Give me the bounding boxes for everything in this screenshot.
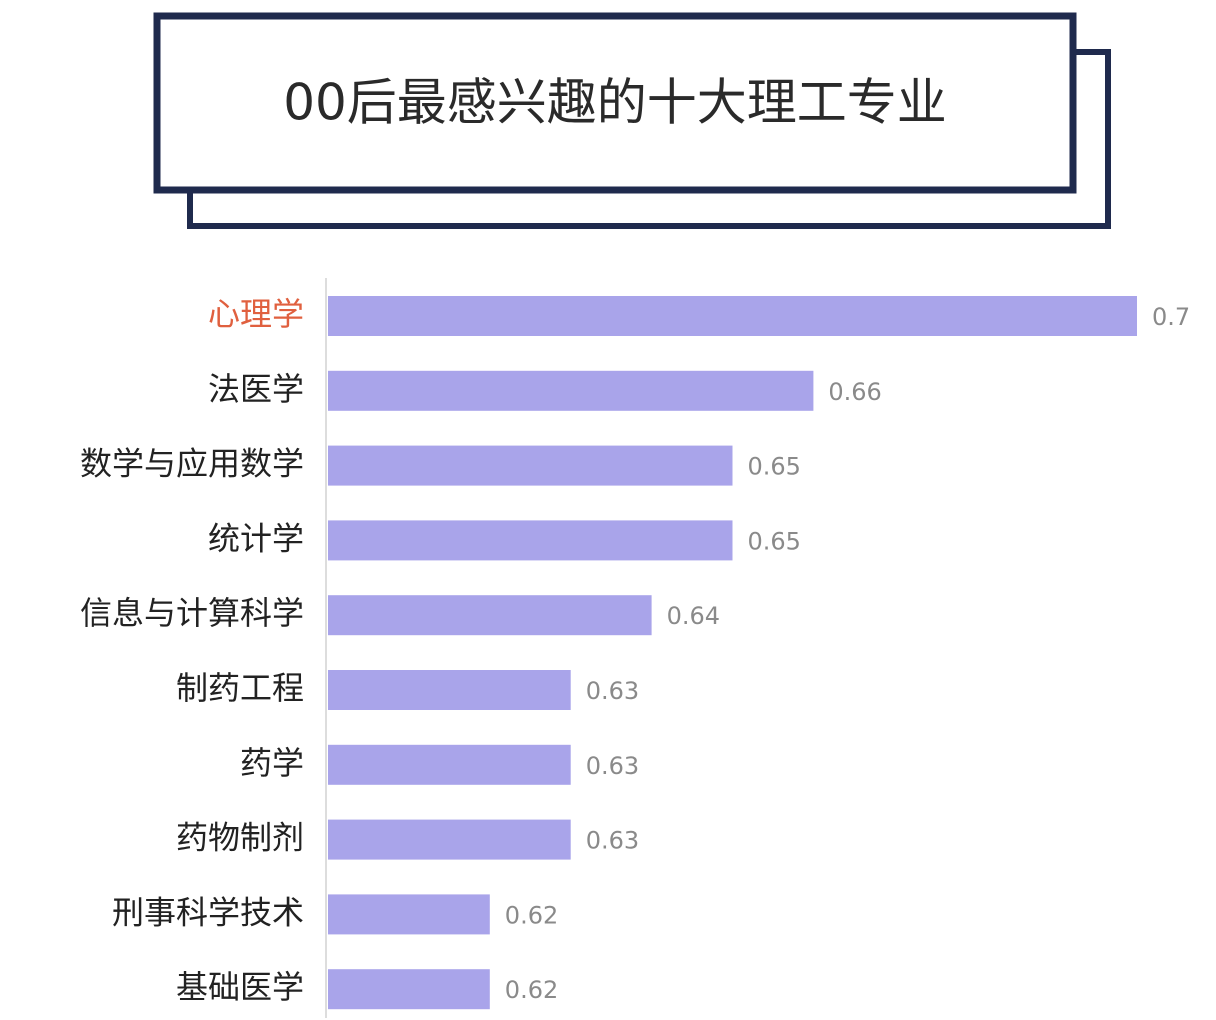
bar xyxy=(328,445,733,486)
value-label: 0.7 xyxy=(1152,303,1190,331)
chart-title: 00后最感兴趣的十大理工专业 xyxy=(283,74,947,132)
bar xyxy=(328,744,571,785)
value-label: 0.63 xyxy=(586,677,639,705)
value-label: 0.65 xyxy=(748,453,801,481)
category-label: 药学 xyxy=(240,744,304,782)
bar xyxy=(328,969,490,1010)
bar xyxy=(328,595,652,636)
value-label: 0.62 xyxy=(505,901,558,929)
value-label: 0.62 xyxy=(505,976,558,1004)
category-label: 刑事科学技术 xyxy=(112,893,304,931)
bar xyxy=(328,894,490,935)
category-label: 信息与计算科学 xyxy=(80,594,304,632)
value-label: 0.65 xyxy=(748,527,801,555)
category-label: 药物制剂 xyxy=(176,819,304,857)
title-frame xyxy=(153,12,1077,194)
value-label: 0.63 xyxy=(586,752,639,780)
bar xyxy=(328,520,733,561)
value-label: 0.64 xyxy=(667,602,720,630)
bar xyxy=(328,370,814,411)
bar xyxy=(328,819,571,860)
category-label: 法医学 xyxy=(208,370,304,408)
bar xyxy=(328,670,571,710)
value-label: 0.63 xyxy=(586,827,639,855)
value-label: 0.66 xyxy=(828,378,881,406)
bar xyxy=(328,296,1137,336)
category-label: 统计学 xyxy=(208,519,304,557)
category-label: 基础医学 xyxy=(176,968,304,1006)
category-label: 制药工程 xyxy=(176,669,304,707)
category-label: 数学与应用数学 xyxy=(80,445,304,483)
category-label: 心理学 xyxy=(208,295,304,333)
